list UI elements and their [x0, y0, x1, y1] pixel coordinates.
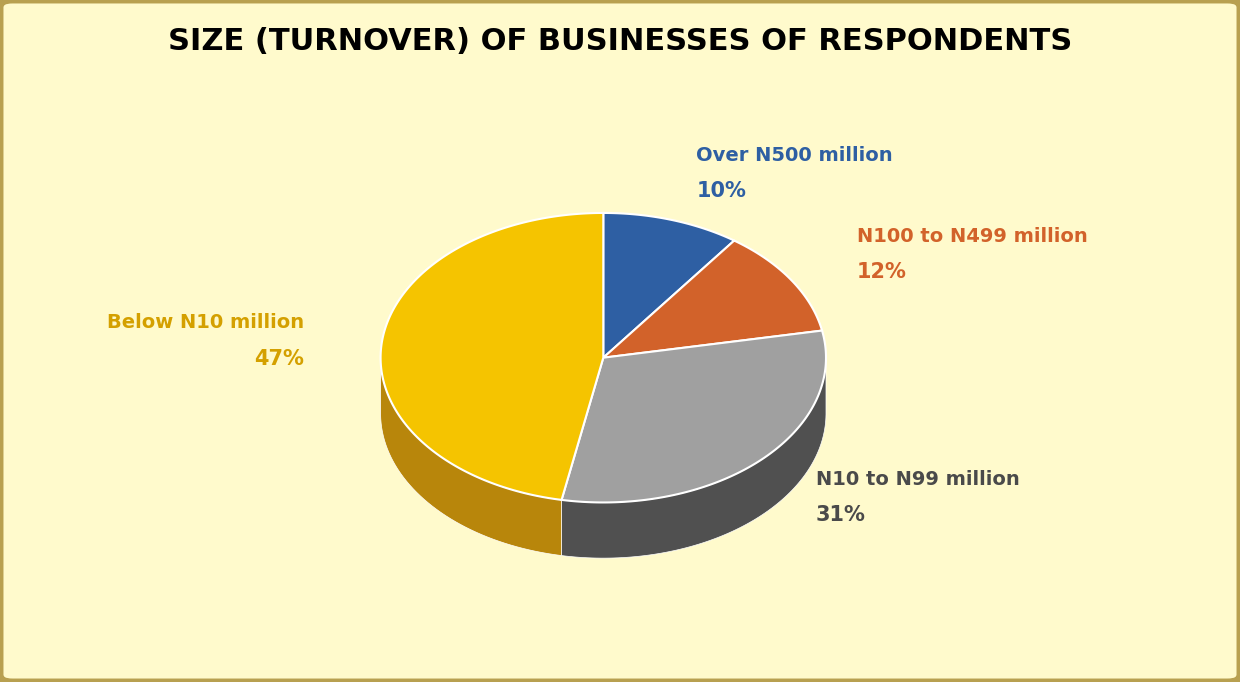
Text: Below N10 million: Below N10 million: [107, 313, 304, 332]
Text: 31%: 31%: [816, 505, 866, 525]
Polygon shape: [562, 331, 826, 503]
Text: N100 to N499 million: N100 to N499 million: [857, 227, 1087, 246]
Text: N10 to N99 million: N10 to N99 million: [816, 470, 1019, 489]
Text: 12%: 12%: [857, 263, 906, 282]
Text: 10%: 10%: [696, 181, 746, 201]
Text: 47%: 47%: [254, 349, 304, 369]
Polygon shape: [604, 241, 822, 357]
Text: SIZE (TURNOVER) OF BUSINESSES OF RESPONDENTS: SIZE (TURNOVER) OF BUSINESSES OF RESPOND…: [167, 27, 1073, 56]
Polygon shape: [604, 213, 734, 357]
Text: Over N500 million: Over N500 million: [696, 146, 893, 164]
Polygon shape: [381, 213, 604, 500]
Polygon shape: [562, 359, 826, 558]
Polygon shape: [381, 359, 562, 556]
